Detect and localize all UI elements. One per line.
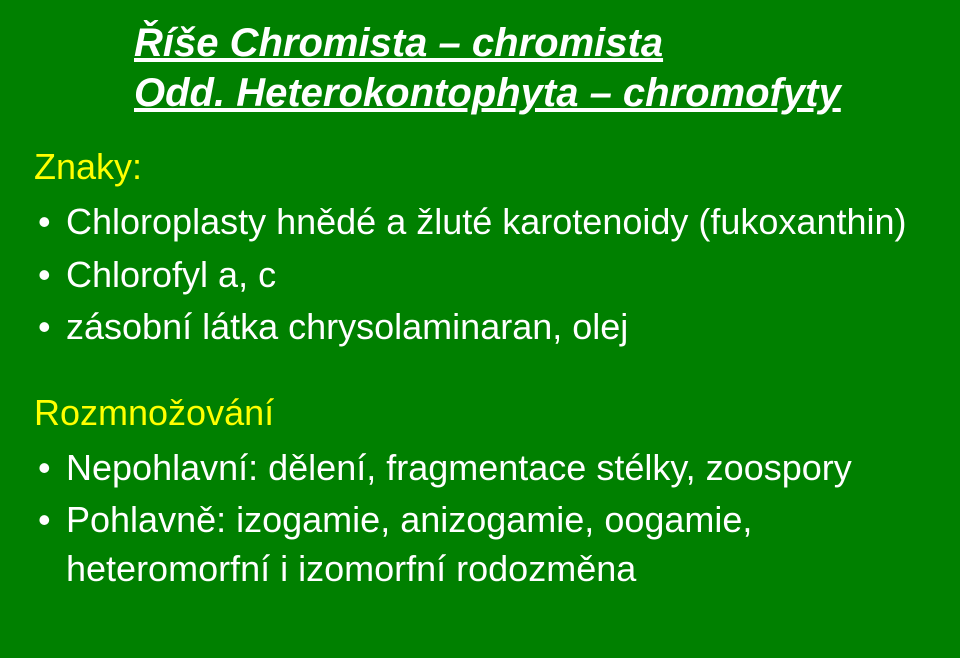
list-item: zásobní látka chrysolaminaran, olej [34, 303, 926, 352]
title-line-2: Odd. Heterokontophyta – chromofyty [134, 68, 926, 118]
list-item: Chlorofyl a, c [34, 251, 926, 300]
list-item: Chloroplasty hnědé a žluté karotenoidy (… [34, 198, 926, 247]
title-line-1: Říše Chromista – chromista [134, 18, 926, 68]
bullet-list-2: Nepohlavní: dělení, fragmentace stélky, … [34, 444, 926, 594]
slide: Říše Chromista – chromista Odd. Heteroko… [0, 0, 960, 658]
section-label-1: Znaky: [34, 146, 926, 188]
title-block: Říše Chromista – chromista Odd. Heteroko… [134, 18, 926, 118]
section-label-2: Rozmnožování [34, 392, 926, 434]
list-item: Pohlavně: izogamie, anizogamie, oogamie,… [34, 496, 926, 593]
list-item: Nepohlavní: dělení, fragmentace stélky, … [34, 444, 926, 493]
bullet-list-1: Chloroplasty hnědé a žluté karotenoidy (… [34, 198, 926, 352]
